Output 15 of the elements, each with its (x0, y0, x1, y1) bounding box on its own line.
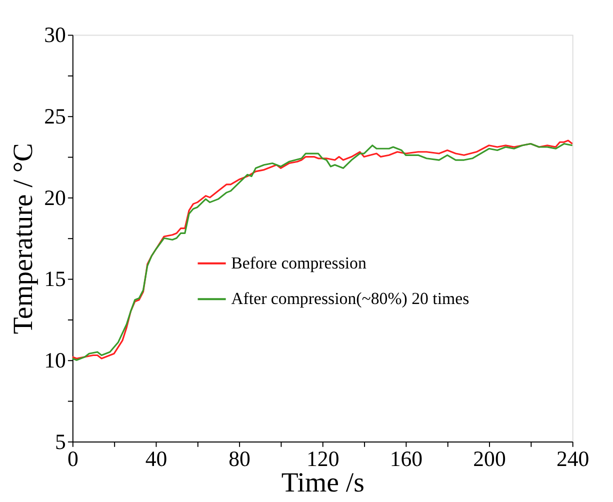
y-tick-label: 20 (44, 186, 66, 210)
x-tick-label: 160 (390, 446, 423, 471)
x-tick-label: 200 (473, 446, 506, 471)
y-axis-title: Temperature / °C (8, 143, 40, 334)
x-tick-label: 40 (145, 446, 168, 471)
legend-label: After compression(~80%) 20 times (231, 289, 470, 308)
y-tick-label: 10 (44, 348, 66, 373)
legend-label: Before compression (231, 253, 367, 272)
y-tick-label: 5 (55, 430, 66, 454)
x-tick-label: 240 (556, 446, 590, 471)
y-tick-label: 25 (44, 104, 66, 129)
x-tick-label: 0 (67, 446, 78, 471)
y-tick-label: 30 (44, 23, 66, 48)
y-tick-label: 15 (44, 267, 66, 292)
x-tick-label: 80 (228, 446, 251, 471)
